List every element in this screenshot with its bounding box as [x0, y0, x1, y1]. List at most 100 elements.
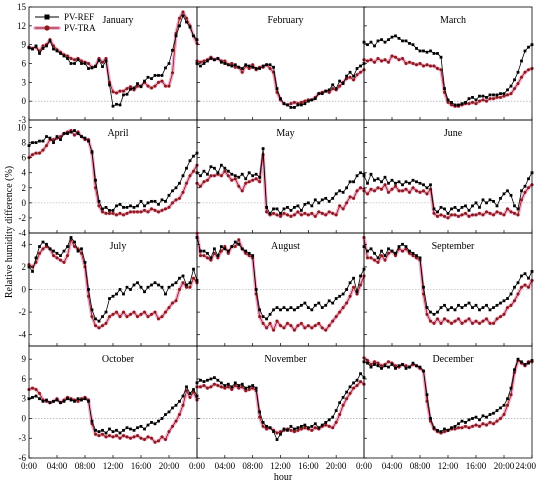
- panel-september: September: [362, 232, 534, 347]
- point-pv-tra-january-21: [101, 60, 104, 64]
- point-pv-ref-march-22: [439, 55, 443, 59]
- point-pv-ref-march-33: [478, 94, 481, 98]
- point-pv-ref-december-8: [390, 363, 394, 366]
- point-pv-tra-september-43: [513, 299, 516, 303]
- point-pv-tra-january-27: [122, 89, 125, 93]
- point-pv-tra-june-41: [506, 207, 509, 211]
- point-pv-tra-august-5: [212, 251, 216, 255]
- point-pv-tra-june-5: [380, 187, 383, 191]
- y-tick-label-row2-2: 0: [22, 198, 27, 208]
- point-pv-ref-march-42: [509, 84, 513, 88]
- point-pv-ref-october-28: [125, 426, 129, 430]
- legend: PV-REF PV-TRA: [33, 12, 96, 33]
- point-pv-ref-may-4: [209, 165, 213, 169]
- y-tick-label-row2-1: -2: [19, 213, 27, 223]
- point-pv-ref-may-12: [237, 175, 241, 179]
- point-pv-ref-november-30: [299, 424, 303, 428]
- point-pv-tra-august-22: [272, 328, 276, 332]
- point-pv-ref-august-5: [212, 247, 216, 251]
- point-pv-ref-december-4: [376, 364, 380, 368]
- point-pv-ref-february-28: [293, 106, 296, 109]
- point-pv-ref-december-39: [499, 406, 502, 410]
- point-pv-ref-december-41: [506, 397, 509, 401]
- point-pv-ref-march-47: [527, 45, 530, 49]
- point-pv-tra-august-46: [355, 292, 359, 296]
- point-pv-tra-march-30: [467, 102, 471, 106]
- point-pv-ref-june-9: [394, 181, 397, 185]
- point-pv-tra-june-7: [387, 190, 390, 194]
- point-pv-ref-february-10: [230, 64, 234, 68]
- point-pv-ref-february-37: [324, 89, 328, 93]
- panel-august: August: [195, 231, 366, 347]
- point-pv-tra-november-47: [359, 380, 363, 384]
- point-pv-ref-july-29: [129, 288, 132, 291]
- point-pv-tra-february-44: [348, 75, 352, 79]
- point-pv-ref-october-9: [59, 401, 62, 405]
- point-pv-tra-august-38: [327, 324, 331, 328]
- point-pv-ref-august-9: [226, 249, 230, 253]
- point-pv-ref-june-7: [387, 181, 390, 185]
- point-pv-tra-september-27: [457, 317, 460, 321]
- point-pv-tra-september-46: [523, 283, 527, 287]
- point-pv-tra-march-35: [485, 99, 488, 103]
- point-pv-tra-november-16: [251, 386, 255, 390]
- point-pv-ref-april-15: [80, 135, 83, 138]
- point-pv-tra-june-24: [446, 216, 450, 220]
- point-pv-ref-january-2: [34, 44, 38, 48]
- point-pv-tra-september-36: [488, 321, 492, 325]
- point-pv-ref-september-11: [401, 242, 404, 246]
- point-pv-ref-july-1: [31, 270, 34, 273]
- point-pv-ref-april-28: [125, 205, 129, 209]
- point-pv-ref-november-4: [209, 377, 213, 381]
- point-pv-tra-january-39: [164, 84, 167, 88]
- point-pv-ref-january-39: [164, 66, 167, 70]
- point-pv-ref-may-30: [299, 209, 303, 212]
- point-pv-ref-april-2: [34, 141, 38, 144]
- point-pv-tra-august-3: [205, 256, 209, 260]
- point-pv-tra-june-10: [397, 189, 401, 193]
- point-pv-tra-september-2: [369, 256, 373, 260]
- y-tick-label-row3-3: 2: [22, 262, 27, 272]
- point-pv-ref-november-25: [282, 427, 286, 431]
- point-pv-tra-april-40: [167, 205, 171, 209]
- point-pv-tra-august-42: [341, 306, 345, 310]
- point-pv-ref-january-1: [31, 47, 34, 51]
- point-pv-tra-may-26: [285, 213, 289, 217]
- point-pv-ref-april-36: [153, 199, 157, 203]
- point-pv-ref-june-18: [425, 186, 429, 190]
- point-pv-ref-march-13: [408, 42, 411, 45]
- point-pv-ref-october-14: [76, 397, 80, 401]
- point-pv-ref-july-26: [118, 288, 122, 291]
- series-line-pv-tra-november: [197, 381, 365, 434]
- point-pv-ref-october-46: [188, 392, 192, 395]
- point-pv-ref-march-7: [387, 38, 390, 42]
- point-pv-ref-february-8: [223, 62, 227, 65]
- point-pv-ref-august-41: [338, 294, 342, 298]
- point-pv-ref-april-14: [76, 132, 80, 135]
- point-pv-tra-october-27: [122, 434, 125, 438]
- point-pv-tra-april-35: [150, 207, 153, 211]
- point-pv-tra-february-38: [327, 90, 331, 94]
- point-pv-tra-june-13: [408, 190, 411, 194]
- point-pv-ref-february-1: [199, 64, 202, 68]
- point-pv-ref-august-39: [331, 301, 335, 305]
- point-pv-ref-june-25: [450, 207, 453, 211]
- point-pv-ref-june-33: [478, 205, 481, 209]
- point-pv-tra-november-46: [355, 384, 359, 388]
- point-pv-tra-april-27: [122, 213, 125, 217]
- point-pv-tra-december-36: [488, 420, 492, 424]
- point-pv-tra-january-28: [125, 87, 129, 91]
- point-pv-tra-september-15: [415, 256, 418, 260]
- point-pv-ref-september-22: [439, 306, 443, 309]
- point-pv-ref-january-14: [76, 58, 80, 62]
- point-pv-tra-april-4: [41, 148, 45, 152]
- point-pv-tra-october-22: [104, 435, 108, 439]
- point-pv-ref-may-16: [251, 174, 255, 178]
- point-pv-tra-december-2: [369, 362, 373, 366]
- point-pv-tra-january-15: [80, 59, 83, 63]
- point-pv-ref-may-37: [324, 196, 328, 200]
- point-pv-tra-july-44: [181, 281, 185, 285]
- point-pv-tra-february-47: [359, 70, 363, 74]
- y-tick-label-row4-3: 3: [22, 394, 27, 404]
- point-pv-tra-september-40: [502, 312, 506, 316]
